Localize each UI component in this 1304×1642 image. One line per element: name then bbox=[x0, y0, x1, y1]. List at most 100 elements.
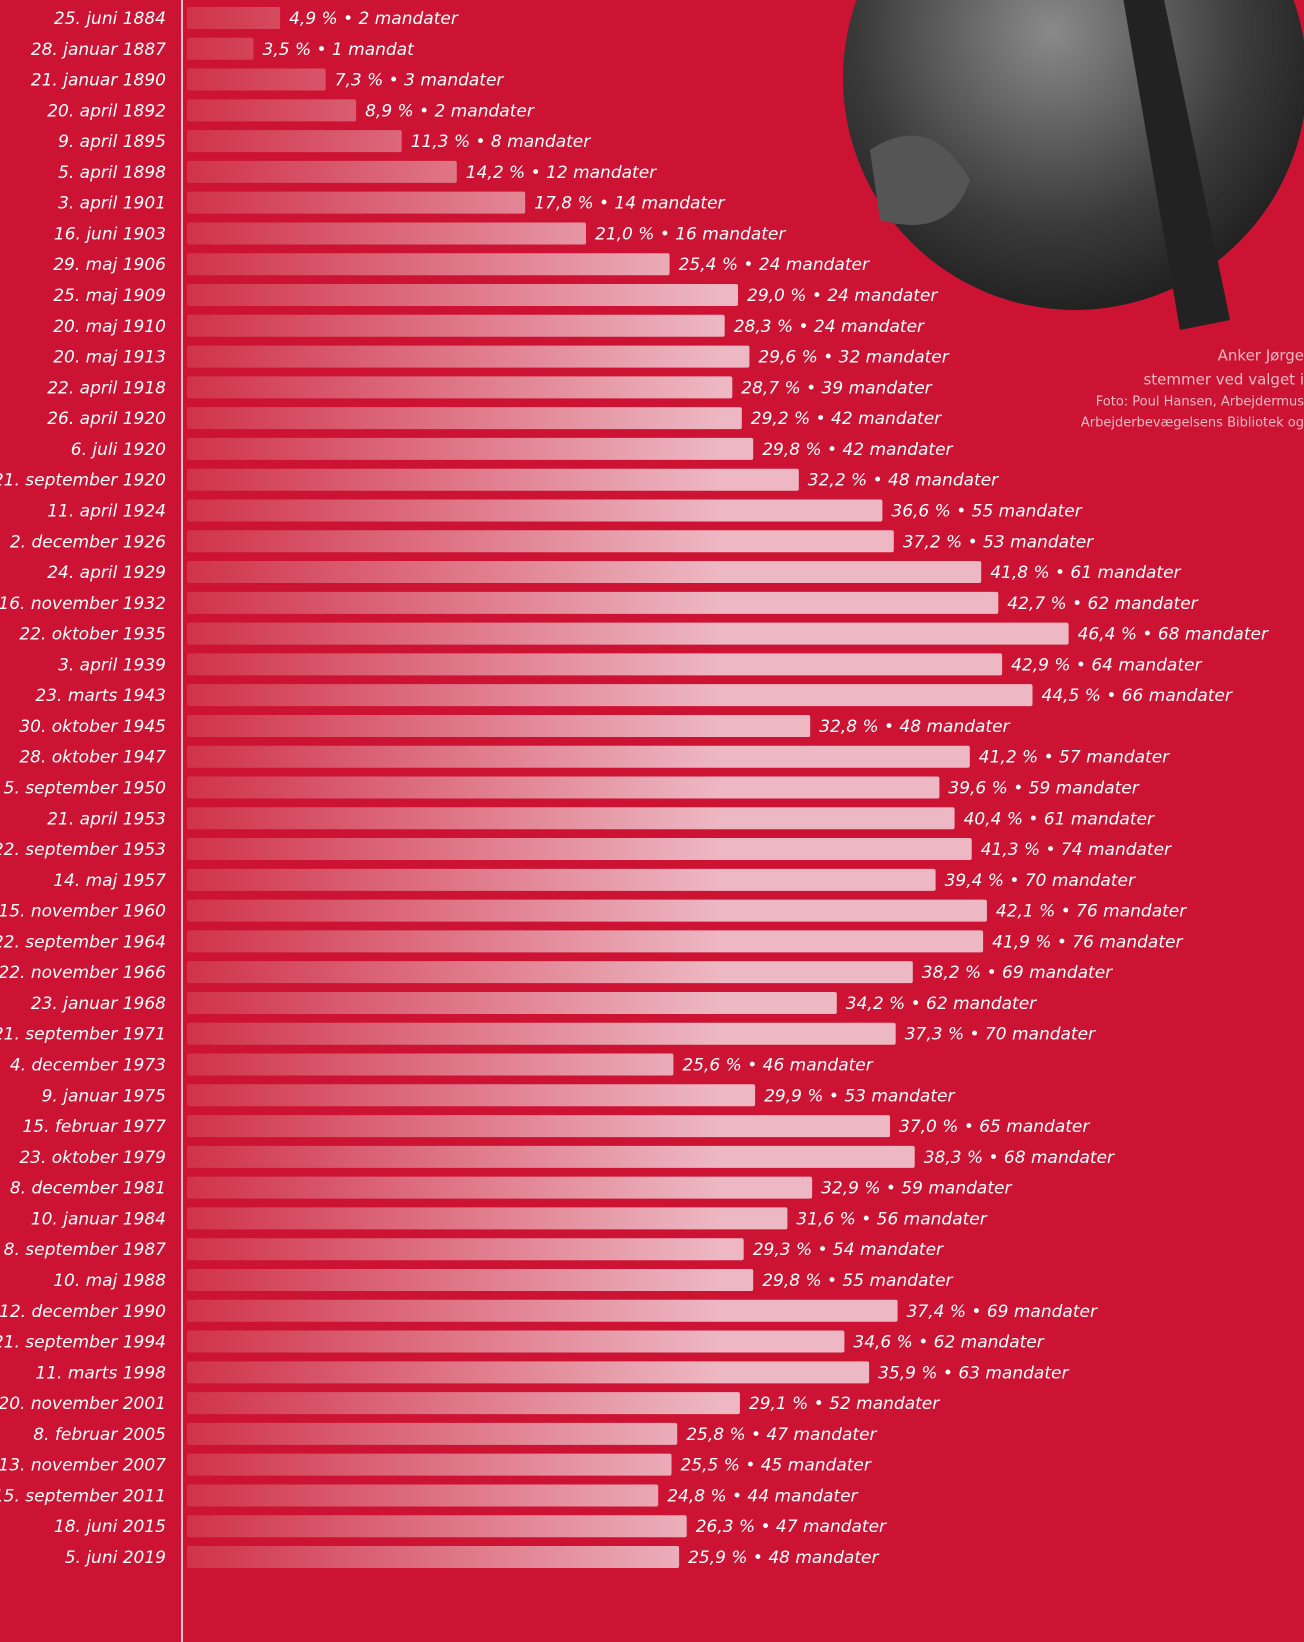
bar bbox=[187, 284, 738, 306]
value-label: 11,3 % • 8 mandater bbox=[411, 132, 592, 152]
category-label: 22. april 1918 bbox=[47, 378, 166, 398]
value-label: 29,0 % • 24 mandater bbox=[747, 286, 938, 306]
value-label: 42,7 % • 62 mandater bbox=[1007, 594, 1198, 614]
bar bbox=[187, 1423, 677, 1445]
value-label: 25,4 % • 24 mandater bbox=[679, 255, 870, 275]
value-label: 14,2 % • 12 mandater bbox=[466, 163, 657, 183]
value-label: 25,8 % • 47 mandater bbox=[686, 1425, 877, 1445]
category-label: 3. april 1939 bbox=[58, 655, 166, 675]
value-label: 34,6 % • 62 mandater bbox=[853, 1333, 1044, 1353]
category-label: 18. juni 2015 bbox=[54, 1517, 166, 1537]
category-label: 20. november 2001 bbox=[0, 1394, 166, 1414]
value-label: 3,5 % • 1 mandat bbox=[263, 40, 416, 60]
value-label: 41,2 % • 57 mandater bbox=[979, 748, 1170, 768]
category-label: 16. november 1932 bbox=[0, 594, 166, 614]
bar bbox=[187, 1115, 890, 1137]
value-label: 32,8 % • 48 mandater bbox=[819, 717, 1010, 737]
value-label: 41,9 % • 76 mandater bbox=[992, 932, 1183, 952]
bar bbox=[187, 1238, 744, 1260]
category-label: 30. oktober 1945 bbox=[19, 717, 166, 737]
value-label: 38,3 % • 68 mandater bbox=[924, 1148, 1115, 1168]
bar bbox=[187, 1546, 679, 1568]
value-label: 25,6 % • 46 mandater bbox=[682, 1056, 873, 1076]
bar bbox=[187, 1054, 673, 1076]
category-label: 8. februar 2005 bbox=[33, 1425, 166, 1445]
bar bbox=[187, 900, 987, 922]
category-label: 9. januar 1975 bbox=[42, 1086, 166, 1106]
value-label: 41,8 % • 61 mandater bbox=[990, 563, 1181, 583]
category-label: 20. april 1892 bbox=[47, 101, 166, 121]
category-label: 29. maj 1906 bbox=[53, 255, 166, 275]
value-label: 31,6 % • 56 mandater bbox=[796, 1209, 987, 1229]
value-label: 29,3 % • 54 mandater bbox=[753, 1240, 944, 1260]
value-label: 37,2 % • 53 mandater bbox=[903, 532, 1094, 552]
value-label: 29,6 % • 32 mandater bbox=[758, 348, 949, 368]
value-label: 29,8 % • 55 mandater bbox=[762, 1271, 953, 1291]
bar bbox=[187, 1392, 740, 1414]
category-label: 23. oktober 1979 bbox=[19, 1148, 166, 1168]
value-label: 37,0 % • 65 mandater bbox=[899, 1117, 1090, 1137]
photo-caption: Anker Jørge bbox=[1218, 347, 1304, 365]
category-label: 9. april 1895 bbox=[58, 132, 166, 152]
bar bbox=[187, 376, 732, 398]
bar bbox=[187, 1300, 898, 1322]
category-label: 10. januar 1984 bbox=[31, 1209, 166, 1229]
value-label: 37,3 % • 70 mandater bbox=[905, 1025, 1096, 1045]
bar bbox=[187, 869, 936, 891]
category-label: 8. september 1987 bbox=[4, 1240, 167, 1260]
value-label: 40,4 % • 61 mandater bbox=[964, 809, 1155, 829]
bar bbox=[187, 1454, 672, 1476]
category-label: 22. november 1966 bbox=[0, 963, 166, 983]
bar bbox=[187, 1515, 687, 1537]
category-label: 25. maj 1909 bbox=[53, 286, 166, 306]
value-label: 46,4 % • 68 mandater bbox=[1078, 625, 1269, 645]
bar bbox=[187, 407, 742, 429]
category-label: 16. juni 1903 bbox=[54, 224, 166, 244]
value-label: 41,3 % • 74 mandater bbox=[981, 840, 1172, 860]
category-label: 8. december 1981 bbox=[10, 1179, 166, 1199]
bar bbox=[187, 561, 981, 583]
category-label: 23. marts 1943 bbox=[35, 686, 166, 706]
value-label: 39,4 % • 70 mandater bbox=[945, 871, 1136, 891]
bar bbox=[187, 1484, 658, 1506]
category-label: 25. juni 1884 bbox=[54, 9, 166, 29]
bar bbox=[187, 623, 1069, 645]
bar bbox=[187, 438, 753, 460]
bar bbox=[187, 1331, 844, 1353]
category-label: 21. september 1920 bbox=[0, 471, 166, 491]
category-label: 20. maj 1910 bbox=[53, 317, 166, 337]
value-label: 8,9 % • 2 mandater bbox=[365, 101, 535, 121]
photo-credit: Foto: Poul Hansen, Arbejdermus bbox=[1096, 395, 1304, 410]
value-label: 29,8 % • 42 mandater bbox=[762, 440, 953, 460]
value-label: 29,9 % • 53 mandater bbox=[764, 1086, 955, 1106]
bar bbox=[187, 746, 970, 768]
value-label: 32,2 % • 48 mandater bbox=[808, 471, 999, 491]
value-label: 38,2 % • 69 mandater bbox=[922, 963, 1113, 983]
photo-credit: Arbejderbevægelsens Bibliotek og bbox=[1081, 416, 1304, 431]
category-label: 26. april 1920 bbox=[47, 409, 166, 429]
category-label: 14. maj 1957 bbox=[53, 871, 166, 891]
value-label: 39,6 % • 59 mandater bbox=[948, 779, 1139, 799]
bar bbox=[187, 530, 894, 552]
bar bbox=[187, 499, 882, 521]
category-label: 22. oktober 1935 bbox=[19, 625, 166, 645]
bar bbox=[187, 1269, 753, 1291]
bar bbox=[187, 961, 913, 983]
bar bbox=[187, 7, 280, 29]
category-label: 13. november 2007 bbox=[0, 1456, 166, 1476]
value-label: 42,9 % • 64 mandater bbox=[1011, 655, 1202, 675]
value-label: 28,7 % • 39 mandater bbox=[741, 378, 932, 398]
bar bbox=[187, 69, 326, 91]
bar bbox=[187, 222, 586, 244]
category-label: 11. april 1924 bbox=[47, 501, 166, 521]
category-label: 4. december 1973 bbox=[10, 1056, 166, 1076]
bar bbox=[187, 161, 457, 183]
value-label: 21,0 % • 16 mandater bbox=[595, 224, 786, 244]
value-label: 35,9 % • 63 mandater bbox=[878, 1363, 1069, 1383]
bar bbox=[187, 253, 670, 275]
value-label: 42,1 % • 76 mandater bbox=[996, 902, 1187, 922]
bar bbox=[187, 130, 402, 152]
category-label: 11. marts 1998 bbox=[35, 1363, 166, 1383]
value-label: 7,3 % • 3 mandater bbox=[335, 71, 505, 91]
bar bbox=[187, 992, 837, 1014]
